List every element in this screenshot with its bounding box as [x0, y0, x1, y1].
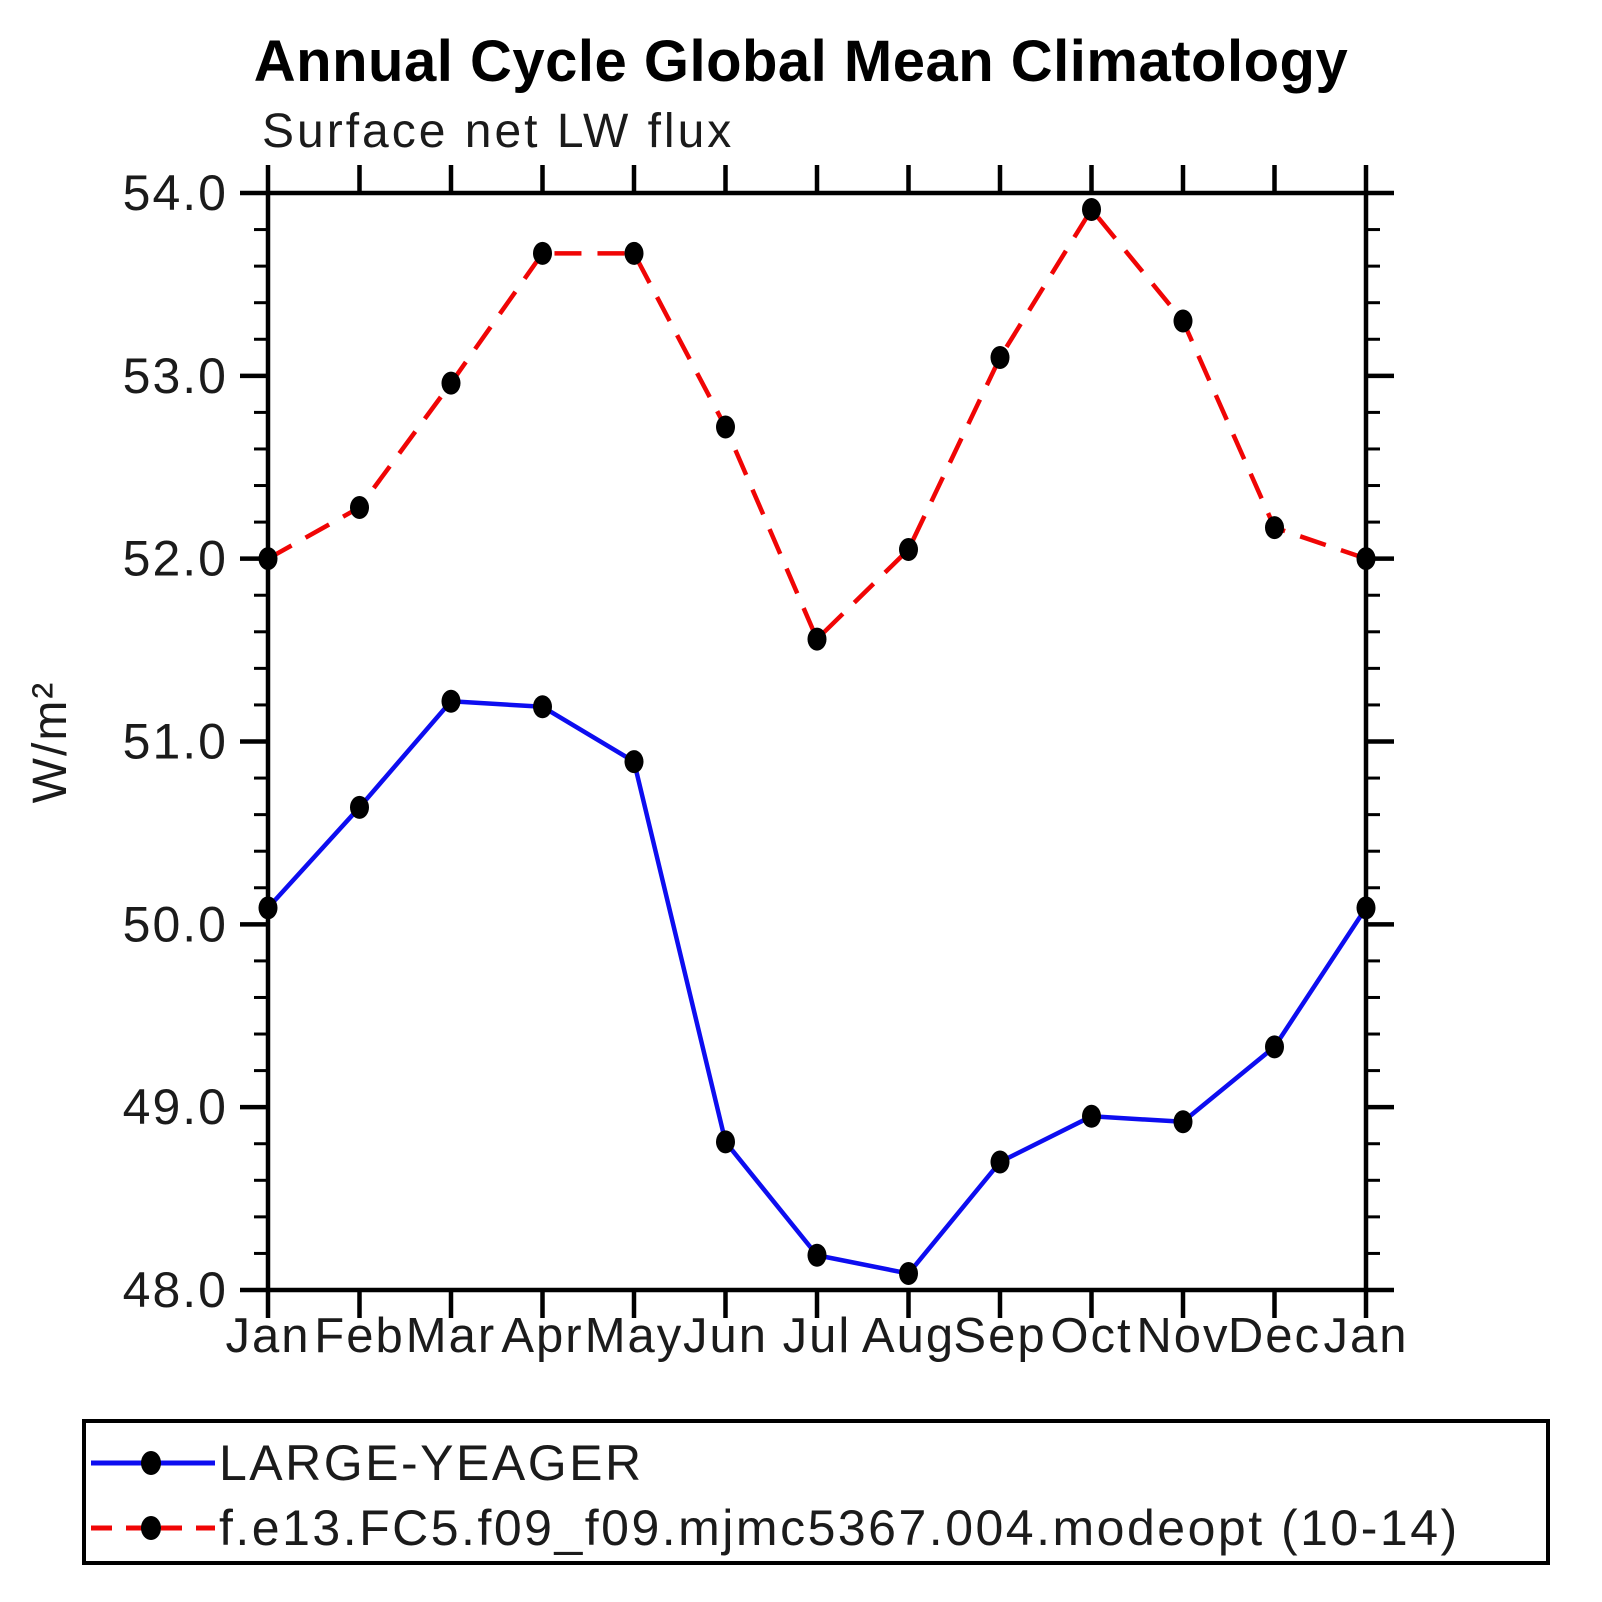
data-point-marker [1356, 896, 1376, 920]
legend-sample-dashed-line [91, 1516, 215, 1540]
series-line-model-run [266, 207, 1367, 642]
x-tick-label: Jan [1323, 1309, 1408, 1363]
y-tick-label: 54.0 [123, 165, 228, 221]
y-tick-label: 50.0 [123, 896, 228, 952]
data-point-marker [716, 415, 735, 439]
series-markers-large-yeager [258, 689, 1376, 1286]
data-point-marker [807, 627, 827, 651]
data-point-marker [533, 695, 552, 719]
data-point-marker [350, 495, 369, 519]
y-tick-label: 51.0 [123, 714, 228, 770]
data-point-marker [1356, 547, 1376, 571]
legend: LARGE-YEAGER f.e13.FC5.f09_f09.mjmc5367.… [82, 1419, 1550, 1565]
x-tick-label: Aug [862, 1309, 955, 1363]
y-axis-ticks [240, 190, 1394, 1293]
data-point-marker [807, 1243, 827, 1267]
data-point-marker [441, 371, 461, 395]
x-tick-label: Oct [1050, 1309, 1132, 1363]
x-tick-label: Nov [1136, 1309, 1229, 1363]
data-point-marker [1173, 1110, 1193, 1134]
series-line-large-yeager [266, 699, 1368, 1276]
x-tick-label: Jul [783, 1309, 852, 1363]
legend-sample-solid-line [91, 1451, 215, 1475]
x-tick-label: Sep [953, 1309, 1046, 1363]
data-point-marker [899, 538, 918, 562]
data-point-marker [990, 346, 1010, 370]
legend-marker-icon [141, 1451, 161, 1475]
y-tick-label: 53.0 [123, 348, 228, 404]
data-point-marker [624, 241, 644, 265]
data-point-marker [990, 1150, 1010, 1174]
x-tick-label: Apr [501, 1309, 583, 1363]
data-point-marker [716, 1130, 735, 1154]
y-axis-tick-labels: 48.0 49.0 50.0 51.0 52.0 53.0 54.0 [123, 165, 228, 1318]
x-tick-label: Feb [314, 1309, 404, 1363]
data-point-marker [1082, 1104, 1101, 1128]
data-point-marker [1173, 309, 1193, 333]
chart-subtitle: Surface net LW flux [262, 105, 735, 158]
data-point-marker [624, 750, 644, 774]
data-point-marker [899, 1262, 918, 1286]
data-point-marker [1265, 516, 1284, 540]
data-point-marker [258, 547, 278, 571]
data-point-marker [1265, 1035, 1284, 1059]
y-tick-label: 52.0 [123, 531, 228, 587]
legend-label-large-yeager: LARGE-YEAGER [219, 1435, 644, 1491]
x-tick-label: May [585, 1309, 684, 1363]
y-axis-label: W/m² [24, 681, 77, 804]
data-point-marker [350, 795, 369, 819]
x-tick-label: Jun [683, 1309, 768, 1363]
y-tick-label: 49.0 [123, 1079, 228, 1135]
data-point-marker [258, 896, 278, 920]
data-point-marker [441, 689, 461, 713]
page-title: Annual Cycle Global Mean Climatology [253, 29, 1349, 94]
x-tick-label: Dec [1228, 1309, 1321, 1363]
x-tick-label: Mar [406, 1309, 496, 1363]
y-tick-label: 48.0 [123, 1262, 228, 1318]
y-axis-label-text: W/m² [24, 681, 77, 804]
x-tick-label: Jan [225, 1309, 310, 1363]
data-point-marker [1082, 197, 1101, 221]
legend-marker-icon [141, 1516, 161, 1540]
legend-label-model-run: f.e13.FC5.f09_f09.mjmc5367.004.modeopt (… [219, 1500, 1460, 1556]
x-axis-ticks [265, 165, 1369, 1318]
data-point-marker [533, 241, 552, 265]
series-markers-model-run [258, 197, 1376, 651]
